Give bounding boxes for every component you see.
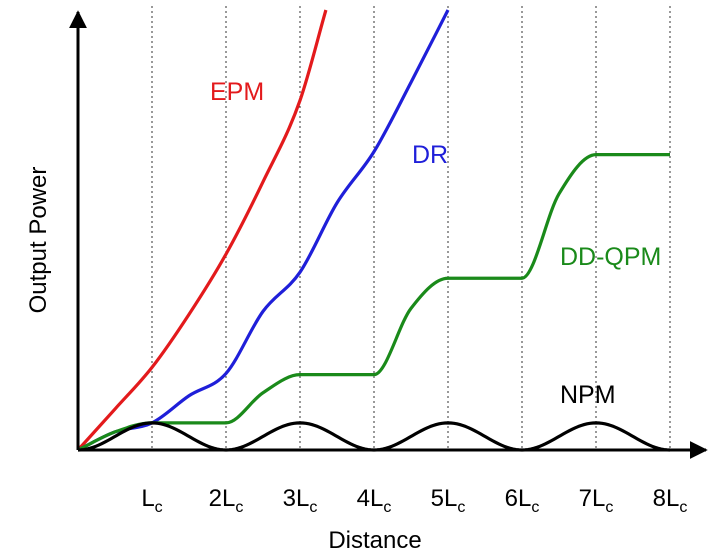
x-tick-label: 8Lc: [653, 485, 688, 516]
series-label-dr: DR: [412, 141, 448, 169]
x-tick-label: 4Lc: [357, 485, 392, 516]
series-label-npm: NPM: [560, 381, 616, 409]
series-label-epm: EPM: [210, 78, 264, 106]
x-tick-label: 5Lc: [431, 485, 466, 516]
series-line-dr: [77, 9, 450, 452]
x-tick-labels: Lc 2Lc 3Lc 4Lc 5Lc 6Lc 7Lc 8Lc: [141, 485, 687, 516]
x-tick-label: 7Lc: [579, 485, 614, 516]
x-tick-label: 2Lc: [209, 485, 244, 516]
series-label-dd-qpm: DD-QPM: [560, 243, 661, 271]
series-line-epm: [76, 9, 328, 452]
x-axis-label: Distance: [328, 527, 421, 554]
x-tick-label: Lc: [141, 485, 162, 516]
series-line-dd-qpm: [77, 153, 670, 452]
x-tick-label: 6Lc: [505, 485, 540, 516]
y-axis-label: Output Power: [25, 167, 52, 314]
x-tick-label: 3Lc: [283, 485, 318, 516]
